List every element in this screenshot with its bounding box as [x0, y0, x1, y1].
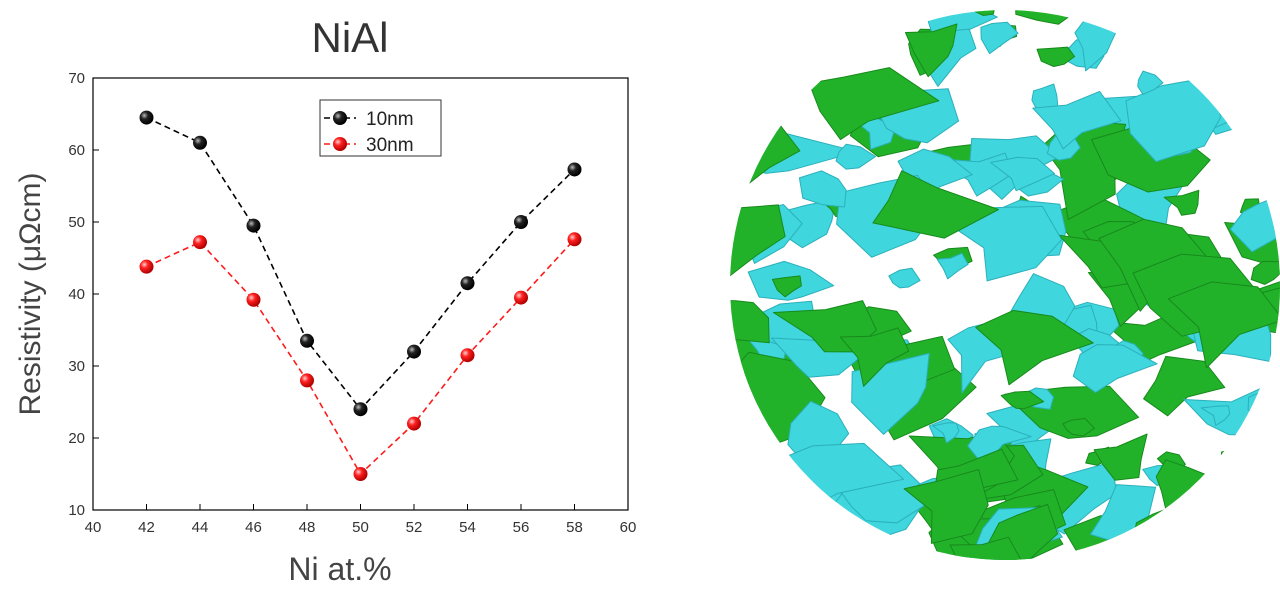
legend-marker: [333, 137, 347, 151]
green-phase-blob: [872, 170, 999, 239]
green-phase-blob: [1062, 418, 1095, 437]
green-phase-blob: [730, 299, 770, 344]
green-phase-blob: [771, 275, 802, 298]
data-point-10nm: [514, 215, 528, 229]
cyan-phase-blob: [1200, 405, 1231, 426]
y-tick-label: 40: [68, 286, 85, 303]
x-tick-label: 58: [566, 519, 583, 536]
green-phase-blob: [1250, 260, 1280, 285]
data-point-10nm: [460, 276, 475, 291]
data-point-30nm: [460, 348, 475, 363]
legend-marker: [333, 111, 347, 125]
green-phase-blob: [949, 536, 1022, 560]
x-tick-label: 48: [299, 519, 316, 536]
green-phase-blob: [972, 10, 1000, 16]
green-phase-blob: [1163, 189, 1200, 216]
cyan-phase-blob: [1032, 90, 1122, 150]
series-line-10nm: [146, 116, 576, 411]
green-phase-blob: [975, 309, 1094, 386]
data-point-10nm: [246, 218, 261, 233]
y-tick-label: 20: [68, 430, 85, 447]
data-point-30nm: [567, 232, 582, 247]
data-point-30nm: [300, 373, 314, 388]
data-point-30nm: [407, 416, 421, 431]
cyan-phase-blob: [990, 156, 1056, 192]
y-tick-label: 30: [68, 358, 85, 375]
cyan-phase-blob: [936, 252, 969, 280]
green-phase-blob: [903, 469, 989, 544]
cyan-phase-blob: [888, 267, 921, 289]
x-tick-label: 52: [406, 519, 423, 536]
x-tick-label: 44: [192, 519, 209, 536]
legend-label: 10nm: [366, 109, 414, 130]
cyan-phase-blob: [932, 422, 960, 444]
green-phase-blob: [1000, 390, 1045, 410]
data-point-10nm: [567, 162, 582, 177]
green-phase-blob: [730, 117, 801, 187]
x-tick-label: 50: [352, 519, 369, 536]
cyan-phase-blob: [942, 205, 1063, 282]
green-phase-blob: [1015, 10, 1084, 25]
x-tick-label: 56: [513, 519, 530, 536]
chart-title: NiAl: [311, 14, 388, 61]
x-tick-label: 60: [620, 519, 637, 536]
series-line-30nm: [146, 238, 576, 476]
cyan-phase-blob: [980, 21, 1019, 55]
cyan-phase-blob: [798, 170, 847, 208]
microstructure-image: [730, 10, 1280, 560]
legend-label: 30nm: [366, 135, 414, 156]
data-point-30nm: [193, 235, 207, 250]
x-axis-label: Ni at.%: [288, 551, 391, 587]
green-phase-blob: [1167, 281, 1280, 369]
data-point-10nm: [300, 333, 314, 348]
data-point-30nm: [353, 467, 368, 481]
green-phase-blob: [1155, 459, 1233, 513]
data-point-10nm: [193, 135, 207, 150]
green-phase-blob: [1036, 46, 1076, 67]
cyan-phase-blob: [1137, 70, 1164, 95]
cyan-phase-blob: [1072, 344, 1158, 393]
green-phase-blob: [808, 67, 940, 141]
green-phase-blob: [905, 23, 958, 78]
x-tick-label: 54: [459, 519, 476, 536]
y-tick-label: 70: [68, 70, 85, 87]
green-phase-blob: [1093, 433, 1148, 481]
y-tick-label: 60: [68, 142, 85, 159]
green-phase-blob: [839, 327, 910, 387]
y-tick-label: 50: [68, 214, 85, 231]
x-tick-label: 42: [138, 519, 155, 536]
data-point-10nm: [407, 344, 421, 359]
data-point-30nm: [139, 259, 154, 274]
x-tick-label: 46: [245, 519, 262, 536]
data-point-10nm: [353, 402, 368, 417]
legend: 10nm 30nm: [319, 99, 442, 157]
cyan-phase-blob: [835, 143, 877, 170]
x-tick-label: 40: [85, 519, 102, 536]
data-point-30nm: [514, 290, 528, 305]
y-axis-label: Resistivity (μΩcm): [14, 172, 47, 415]
green-phase-blob: [1220, 447, 1260, 473]
data-point-10nm: [139, 110, 154, 125]
y-tick-label: 10: [68, 502, 85, 519]
data-point-30nm: [246, 292, 261, 307]
